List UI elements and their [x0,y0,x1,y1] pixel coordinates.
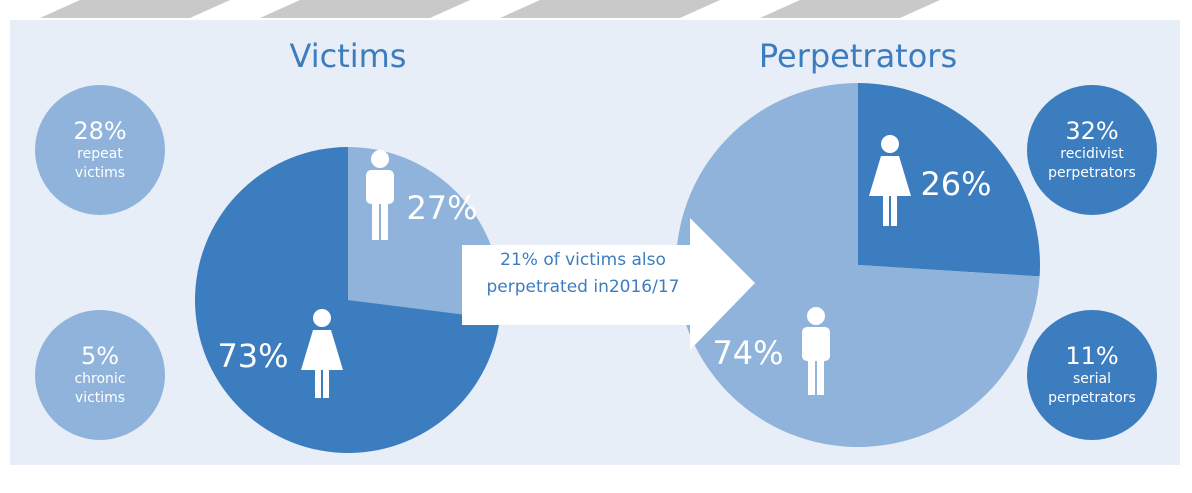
callout-value: 11% [1065,342,1119,370]
pie-slice [858,83,1040,277]
callout-label: chronic victims [74,371,126,406]
callout-circle: 5% chronic victims [35,310,165,440]
callout-circle: 32% recidivist perpetrators [1027,85,1157,215]
value-label: 74% [712,334,783,372]
callout-value: 5% [80,342,120,370]
value-label: 26% [920,165,991,203]
callout-value: 32% [1065,117,1119,145]
header-decoration [40,0,940,18]
callout-label: serial perpetrators [1048,371,1136,406]
callout-circle: 28% repeat victims [35,85,165,215]
pie-slice [676,83,1040,447]
chart-title: Victims [290,37,407,75]
icons [301,135,911,398]
callout-value: 28% [73,117,127,145]
chart-title: Perpetrators [759,37,957,75]
arrow-text: 21% of victims also perpetrated in2016/1… [486,250,680,297]
value-label: 27% [406,189,477,227]
value-label: 73% [217,337,288,375]
callout-label: repeat victims [74,146,126,181]
arrow [462,218,755,350]
pie-slice [194,147,500,454]
callout-circle: 11% serial perpetrators [1027,310,1157,440]
callout-label: recidivist perpetrators [1048,146,1136,181]
